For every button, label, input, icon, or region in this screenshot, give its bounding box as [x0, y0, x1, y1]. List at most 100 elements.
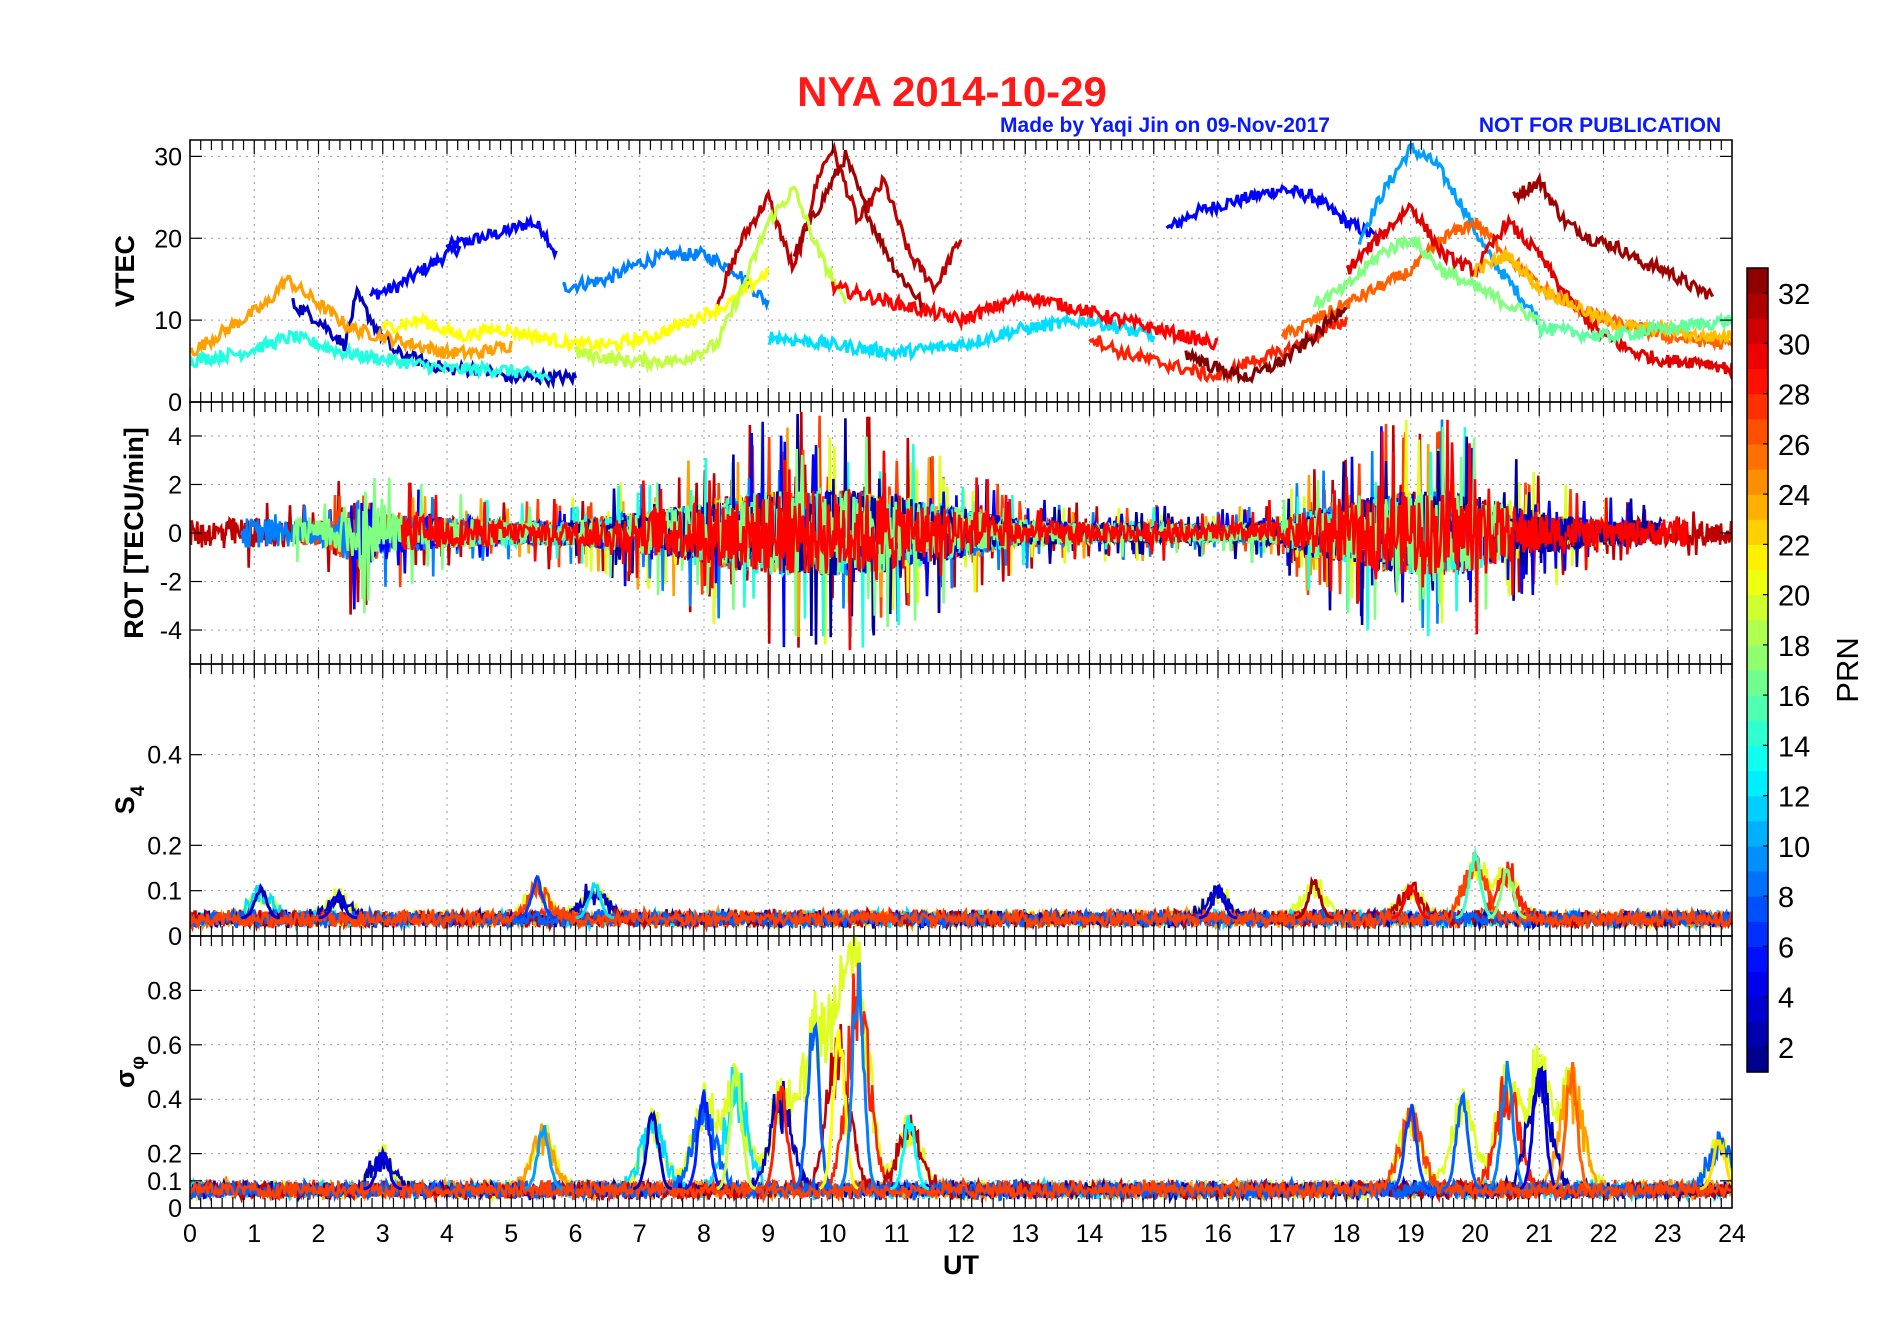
colorbar-swatch	[1747, 268, 1768, 294]
s4-peak-prn-17	[1487, 867, 1527, 920]
colorbar-swatch	[1747, 594, 1768, 621]
vtec-line-prn-5	[445, 213, 558, 261]
y-tick-label: -4	[160, 617, 182, 645]
x-tick-label: 24	[1718, 1220, 1746, 1248]
vtec-line-prn-9	[562, 243, 770, 311]
x-axis-label: UT	[943, 1250, 979, 1280]
sigma_phi-peak-prn-21	[818, 1029, 859, 1190]
sigma_phi-peak-prn-10	[523, 1125, 563, 1191]
x-tick-label: 5	[504, 1220, 518, 1248]
x-tick-label: 21	[1525, 1220, 1553, 1248]
panel-rot: -4 -2 0 2 4 ROT [TECU/min]	[119, 401, 1733, 665]
y-axis-label: σφ	[110, 1056, 149, 1088]
x-tick-label: 9	[761, 1220, 775, 1248]
vtec-line-prn-3	[291, 284, 578, 390]
colorbar-swatch	[1747, 393, 1768, 420]
sigma_phi-peak-prn-13	[889, 1115, 930, 1191]
sigma_phi-peak-prn-4	[1519, 1068, 1559, 1190]
s4-peak-prn-12	[575, 882, 615, 920]
colorbar-tick-label: 24	[1778, 480, 1810, 512]
y-axis-label-subscript: 4	[128, 785, 149, 796]
x-tick-label: 1	[247, 1220, 261, 1248]
y-tick-label: 0.2	[147, 832, 182, 860]
y-axis-label-subscript: φ	[128, 1056, 149, 1070]
y-tick-label: -2	[160, 569, 182, 597]
colorbar-swatch	[1747, 644, 1768, 671]
x-tick-label: 14	[1076, 1220, 1104, 1248]
x-tick-label: 4	[440, 1220, 454, 1248]
notice-text: NOT FOR PUBLICATION	[1479, 114, 1721, 137]
colorbar-swatch	[1747, 921, 1768, 947]
colorbar-swatch	[1747, 795, 1768, 822]
vtec-line-prn-16	[1537, 311, 1732, 346]
colorbar-swatch	[1747, 619, 1768, 646]
colorbar-swatch	[1747, 845, 1768, 872]
x-tick-label: 7	[633, 1220, 647, 1248]
vtec-line-prn-19	[573, 185, 847, 374]
x-tick-label: 0	[183, 1220, 197, 1248]
x-tick-label: 23	[1654, 1220, 1682, 1248]
x-tick-label: 13	[1011, 1220, 1039, 1248]
y-tick-label: 4	[168, 423, 182, 451]
colorbar-swatch	[1747, 971, 1768, 998]
colorbar-swatch	[1747, 670, 1768, 696]
sigma_phi-peak-prn-9	[1487, 1060, 1527, 1190]
sigma_phi-peak-prn-19	[716, 1067, 757, 1190]
vtec-line-prn-17	[1312, 234, 1541, 326]
colorbar-tick-label: 6	[1778, 932, 1794, 964]
s4-peak-prn-3	[241, 882, 281, 920]
colorbar-label: PRN	[1830, 637, 1865, 702]
y-tick-label: 0.4	[147, 1086, 182, 1114]
y-tick-label: 0	[168, 520, 182, 548]
colorbar-swatch	[1747, 469, 1768, 495]
colorbar-tick-label: 30	[1778, 329, 1810, 361]
colorbar-tick-label: 20	[1778, 581, 1810, 613]
vtec-line-prn-14	[190, 329, 551, 384]
colorbar-swatch	[1747, 544, 1768, 571]
colorbar-tick-label: 16	[1778, 681, 1810, 713]
colorbar-tick-label: 26	[1778, 430, 1810, 462]
colorbar-tick-label: 14	[1778, 731, 1810, 763]
colorbar-tick-label: 32	[1778, 279, 1810, 311]
vtec-line-prn-21	[381, 267, 770, 355]
sigma_phi-peak-prn-6	[684, 1090, 724, 1191]
colorbar-tick-label: 22	[1778, 530, 1810, 562]
colorbar-swatch	[1747, 946, 1768, 973]
vtec-line-prn-5	[1165, 183, 1381, 242]
colorbar-swatch	[1747, 418, 1768, 445]
x-tick-label: 16	[1204, 1220, 1232, 1248]
x-tick-label: 11	[884, 1220, 910, 1248]
colorbar-frame	[1746, 267, 1769, 1073]
panel-vtec: 0 10 20 30 VTEC	[110, 139, 1733, 417]
vtec-line-prn-5	[368, 240, 462, 300]
x-tick-label: 15	[1140, 1220, 1168, 1248]
y-tick-label: 2	[168, 471, 182, 499]
colorbar-swatch	[1747, 871, 1768, 897]
colorbar-tick-label: 2	[1778, 1033, 1794, 1065]
credit-text: Made by Yaqi Jin on 09-Nov-2017	[1000, 114, 1330, 137]
colorbar-swatch	[1747, 343, 1768, 370]
colorbar-tick-label: 10	[1778, 832, 1810, 864]
colorbar-swatch	[1747, 443, 1768, 470]
x-tick-label: 19	[1397, 1220, 1425, 1248]
data-layer	[190, 411, 1732, 651]
y-tick-label: 0.6	[147, 1032, 182, 1060]
colorbar-swatch	[1747, 494, 1768, 520]
y-axis-label: VTEC	[110, 235, 140, 307]
sigma_phi-peak-prn-8	[1442, 1091, 1482, 1191]
y-axis-label: ROT [TECU/min]	[119, 427, 149, 638]
sigma_phi-peak-prn-28	[761, 1085, 801, 1191]
vtec-line-prn-32	[792, 149, 924, 312]
colorbar-tick-label: 18	[1778, 631, 1810, 663]
colorbar-swatch	[1747, 368, 1768, 395]
colorbar-swatch	[1747, 745, 1768, 772]
colorbar-swatch	[1747, 1046, 1768, 1073]
x-tick-label: 18	[1333, 1220, 1361, 1248]
colorbar-swatch	[1747, 1021, 1768, 1048]
panel-s4: 0 0.1 0.2 0.4 S4	[110, 663, 1733, 951]
data-layer	[190, 936, 1732, 1205]
colorbar-swatch	[1747, 695, 1768, 721]
